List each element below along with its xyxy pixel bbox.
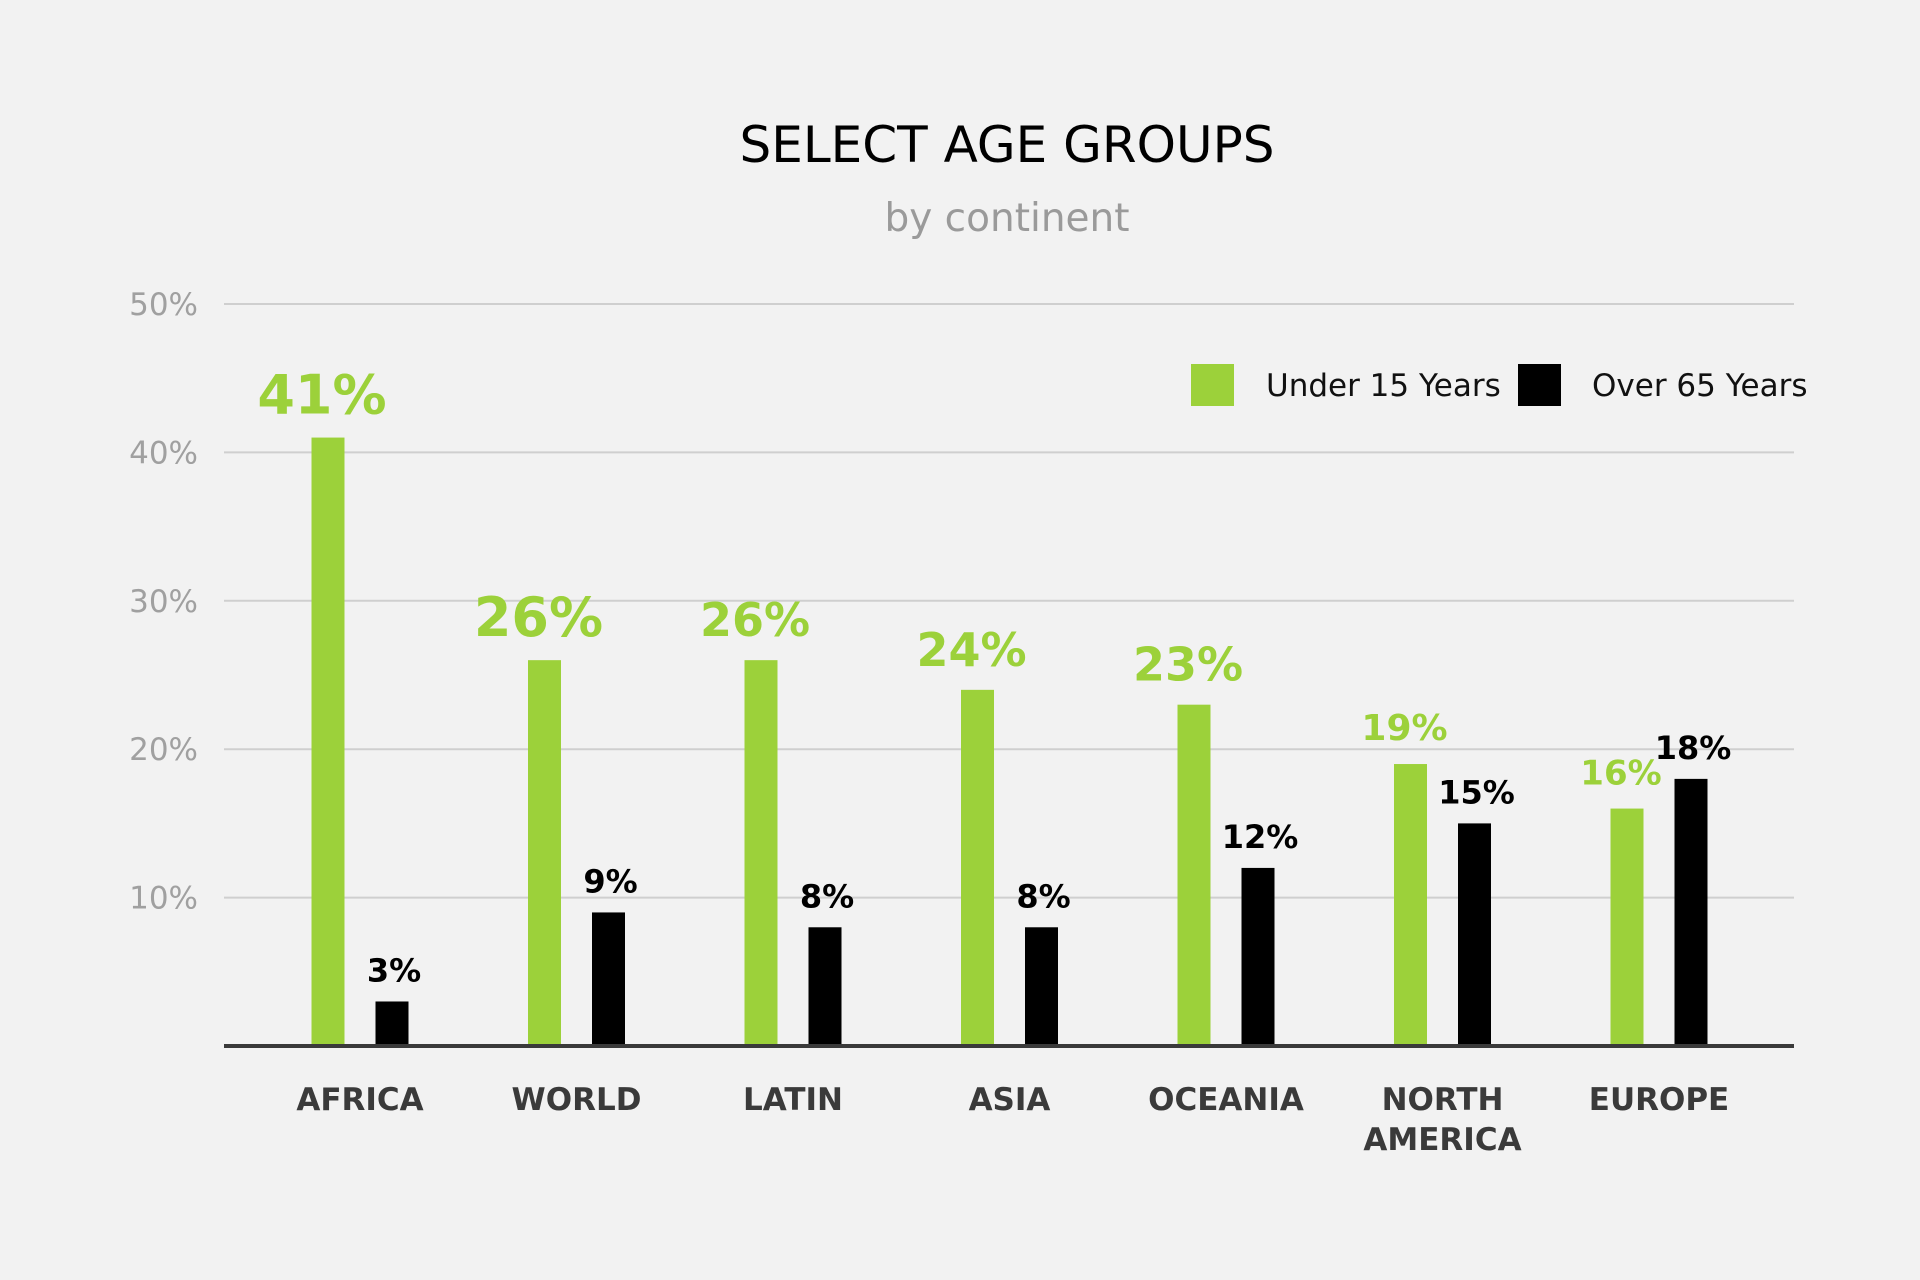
bar-over-65 xyxy=(1241,867,1275,1046)
x-tick-label: OCEANIA xyxy=(1148,1082,1304,1118)
data-label-under-15: 26% xyxy=(474,586,603,649)
data-labels: 41% 3% 26% 9% 26% 8% 24% 8% 23% 12% 19% 15% 16%18% xyxy=(257,364,1731,990)
data-label-over-65: 15% xyxy=(1438,773,1515,811)
data-label-over-65: 3% xyxy=(367,951,421,989)
legend-swatch-under-15 xyxy=(1191,364,1234,406)
legend-swatch-over-65 xyxy=(1518,364,1561,406)
y-axis-ticks: 10% 20% 30% 40% 50% xyxy=(129,287,198,917)
data-label-over-65: 12% xyxy=(1222,818,1299,856)
legend-label-over-65: Over 65 Years xyxy=(1592,368,1808,404)
x-tick-label: AMERICA xyxy=(1363,1122,1521,1158)
data-label-over-65: 9% xyxy=(583,862,637,900)
bar-under-15 xyxy=(528,660,561,1046)
x-tick-label: AFRICA xyxy=(296,1082,423,1118)
data-label-over-65: 8% xyxy=(800,877,854,915)
data-label-under-15: 41% xyxy=(257,364,386,427)
data-label-under-15: 23% xyxy=(1133,638,1243,692)
data-label-under-15: 26% xyxy=(700,593,810,647)
bar-under-15 xyxy=(1177,704,1211,1046)
bar-over-65 xyxy=(808,927,842,1046)
bar-over-65 xyxy=(592,912,625,1046)
y-tick-label: 10% xyxy=(129,881,198,917)
bar-under-15 xyxy=(744,660,778,1046)
bar-under-15 xyxy=(1394,764,1427,1046)
data-label-over-65: 8% xyxy=(1016,877,1070,915)
bar-under-15 xyxy=(961,689,994,1046)
bar-under-15 xyxy=(1610,808,1644,1046)
y-tick-label: 30% xyxy=(129,584,198,620)
bar-over-65 xyxy=(1458,823,1491,1046)
data-label-over-65: 18% xyxy=(1655,729,1732,767)
x-tick-label: LATIN xyxy=(743,1082,843,1118)
gridlines xyxy=(224,303,1794,899)
x-tick-label: EUROPE xyxy=(1589,1082,1729,1118)
chart-title: SELECT AGE GROUPS xyxy=(739,116,1274,174)
data-label-under-15: 16% xyxy=(1580,754,1661,794)
x-tick-label: NORTH xyxy=(1382,1082,1504,1118)
bars xyxy=(311,437,1708,1046)
bar-over-65 xyxy=(375,1001,409,1046)
y-tick-label: 20% xyxy=(129,732,198,768)
bar-under-15 xyxy=(311,437,345,1046)
chart-subtitle: by continent xyxy=(884,196,1129,241)
x-tick-label: WORLD xyxy=(512,1082,642,1118)
y-tick-label: 50% xyxy=(129,287,198,323)
data-label-under-15: 19% xyxy=(1361,708,1447,749)
y-tick-label: 40% xyxy=(129,435,198,471)
data-label-under-15: 24% xyxy=(916,623,1026,677)
legend-label-under-15: Under 15 Years xyxy=(1266,368,1501,404)
bar-over-65 xyxy=(1025,927,1058,1046)
bar-over-65 xyxy=(1674,778,1708,1046)
legend: Under 15 Years Over 65 Years xyxy=(1191,364,1808,406)
x-axis-ticks: AFRICA WORLD LATIN ASIA OCEANIA NORTH AMERICA E… xyxy=(296,1082,1729,1158)
x-tick-label: ASIA xyxy=(969,1082,1051,1118)
